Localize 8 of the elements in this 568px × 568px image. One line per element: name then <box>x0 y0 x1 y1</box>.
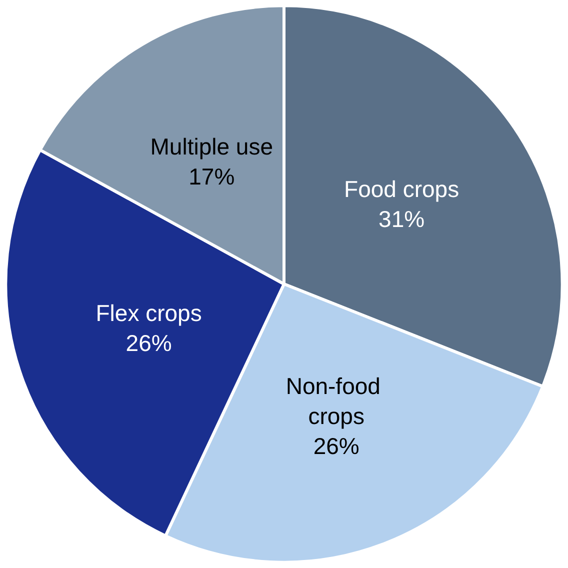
slice-label: Multiple use <box>150 134 273 160</box>
slice-label: Flex crops <box>96 300 202 326</box>
slice-label: Non-food crops <box>286 373 387 430</box>
data-label: 17% <box>188 164 235 190</box>
data-label: 31% <box>378 206 425 232</box>
data-label: 26% <box>126 330 172 356</box>
slice-label: Food crops <box>344 176 460 202</box>
data-label: 26% <box>313 433 360 460</box>
